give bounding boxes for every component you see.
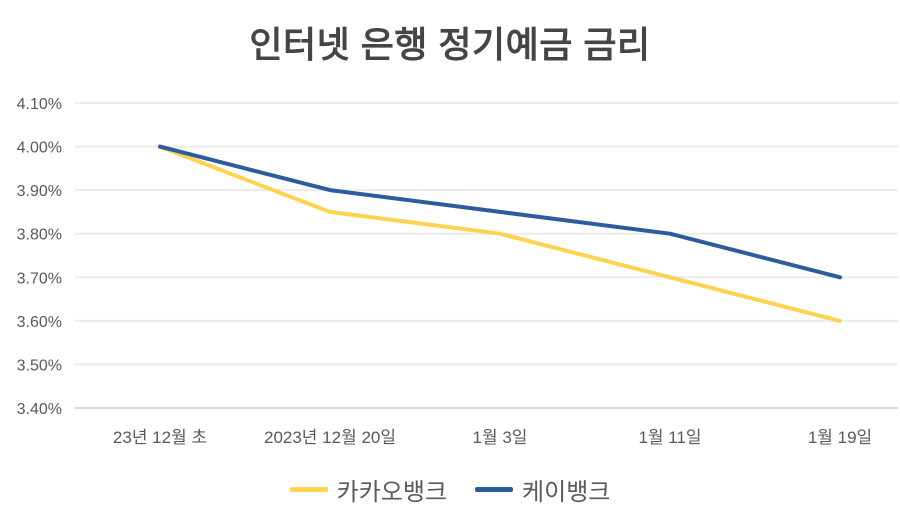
legend-label-kakaobank: 카카오뱅크	[336, 479, 448, 506]
chart-title: 인터넷 은행 정기예금 금리	[249, 24, 651, 65]
legend-item-kbank: 케이뱅크	[475, 472, 610, 507]
x-axis-label: 2023년 12월 20일	[264, 428, 396, 447]
y-axis-label: 3.60%	[17, 314, 62, 331]
x-axis-label: 1월 19일	[808, 428, 872, 447]
y-axis-label: 3.70%	[17, 270, 62, 287]
legend-swatch-kbank-line-icon	[475, 487, 514, 492]
y-axis-label: 4.10%	[17, 96, 62, 113]
y-axis-label: 4.00%	[17, 140, 62, 157]
y-axis-label: 3.40%	[17, 401, 62, 418]
x-axis-label: 1월 3일	[473, 428, 528, 447]
legend-swatch-kakaobank-line-icon	[289, 487, 328, 492]
series-line-카카오뱅크	[158, 144, 842, 323]
legend: 카카오뱅크 케이뱅크	[0, 472, 900, 507]
series-line-케이뱅크	[158, 144, 842, 280]
legend-item-kakaobank: 카카오뱅크	[289, 472, 448, 507]
y-axis-label: 3.90%	[17, 183, 62, 200]
x-axis-label: 1월 11일	[638, 428, 701, 447]
x-axis-label: 23년 12월 초	[113, 428, 207, 447]
y-axis-label: 3.80%	[17, 227, 62, 244]
plot-area: 4.10% 4.00% 3.90% 3.80% 3.70% 3.60% 3.50% 3.40%…	[17, 96, 898, 447]
y-axis-label: 3.50%	[17, 357, 62, 374]
legend-label-kbank: 케이뱅크	[522, 479, 611, 506]
